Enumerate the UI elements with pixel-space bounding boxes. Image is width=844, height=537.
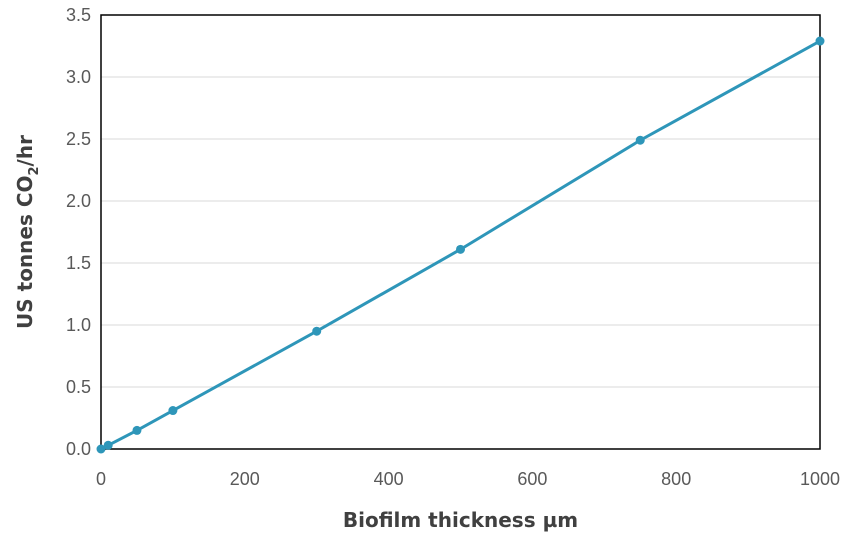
y-tick-label: 3.0 (66, 67, 91, 87)
y-axis-ticks: 0.0 0.5 1.0 1.5 2.0 2.5 3.0 3.5 (66, 5, 91, 459)
y-axis-title-subscript: 2 (27, 166, 42, 175)
x-tick-label: 600 (517, 469, 547, 489)
plot-area-frame (101, 15, 820, 449)
x-axis-title: Biofilm thickness µm (343, 508, 578, 532)
y-axis-title-main: US tonnes CO (13, 175, 37, 329)
x-tick-label: 800 (661, 469, 691, 489)
x-tick-label: 1000 (800, 469, 840, 489)
data-point (132, 426, 141, 435)
y-tick-label: 2.5 (66, 129, 91, 149)
series-layer (97, 37, 825, 454)
x-tick-label: 0 (96, 469, 106, 489)
x-tick-label: 200 (230, 469, 260, 489)
y-tick-label: 1.5 (66, 253, 91, 273)
data-point (104, 441, 113, 450)
gridlines (101, 77, 820, 387)
y-tick-label: 0.5 (66, 377, 91, 397)
y-tick-label: 0.0 (66, 439, 91, 459)
x-tick-label: 400 (374, 469, 404, 489)
y-tick-label: 2.0 (66, 191, 91, 211)
y-axis-title-suffix: /hr (13, 135, 37, 167)
y-tick-label: 3.5 (66, 5, 91, 25)
data-point (312, 327, 321, 336)
y-tick-label: 1.0 (66, 315, 91, 335)
data-point (456, 245, 465, 254)
x-axis-ticks: 0 200 400 600 800 1000 (96, 469, 840, 489)
y-axis-title: US tonnes CO2/hr (13, 135, 42, 329)
data-point (816, 37, 825, 46)
data-point (168, 406, 177, 415)
data-point (636, 136, 645, 145)
